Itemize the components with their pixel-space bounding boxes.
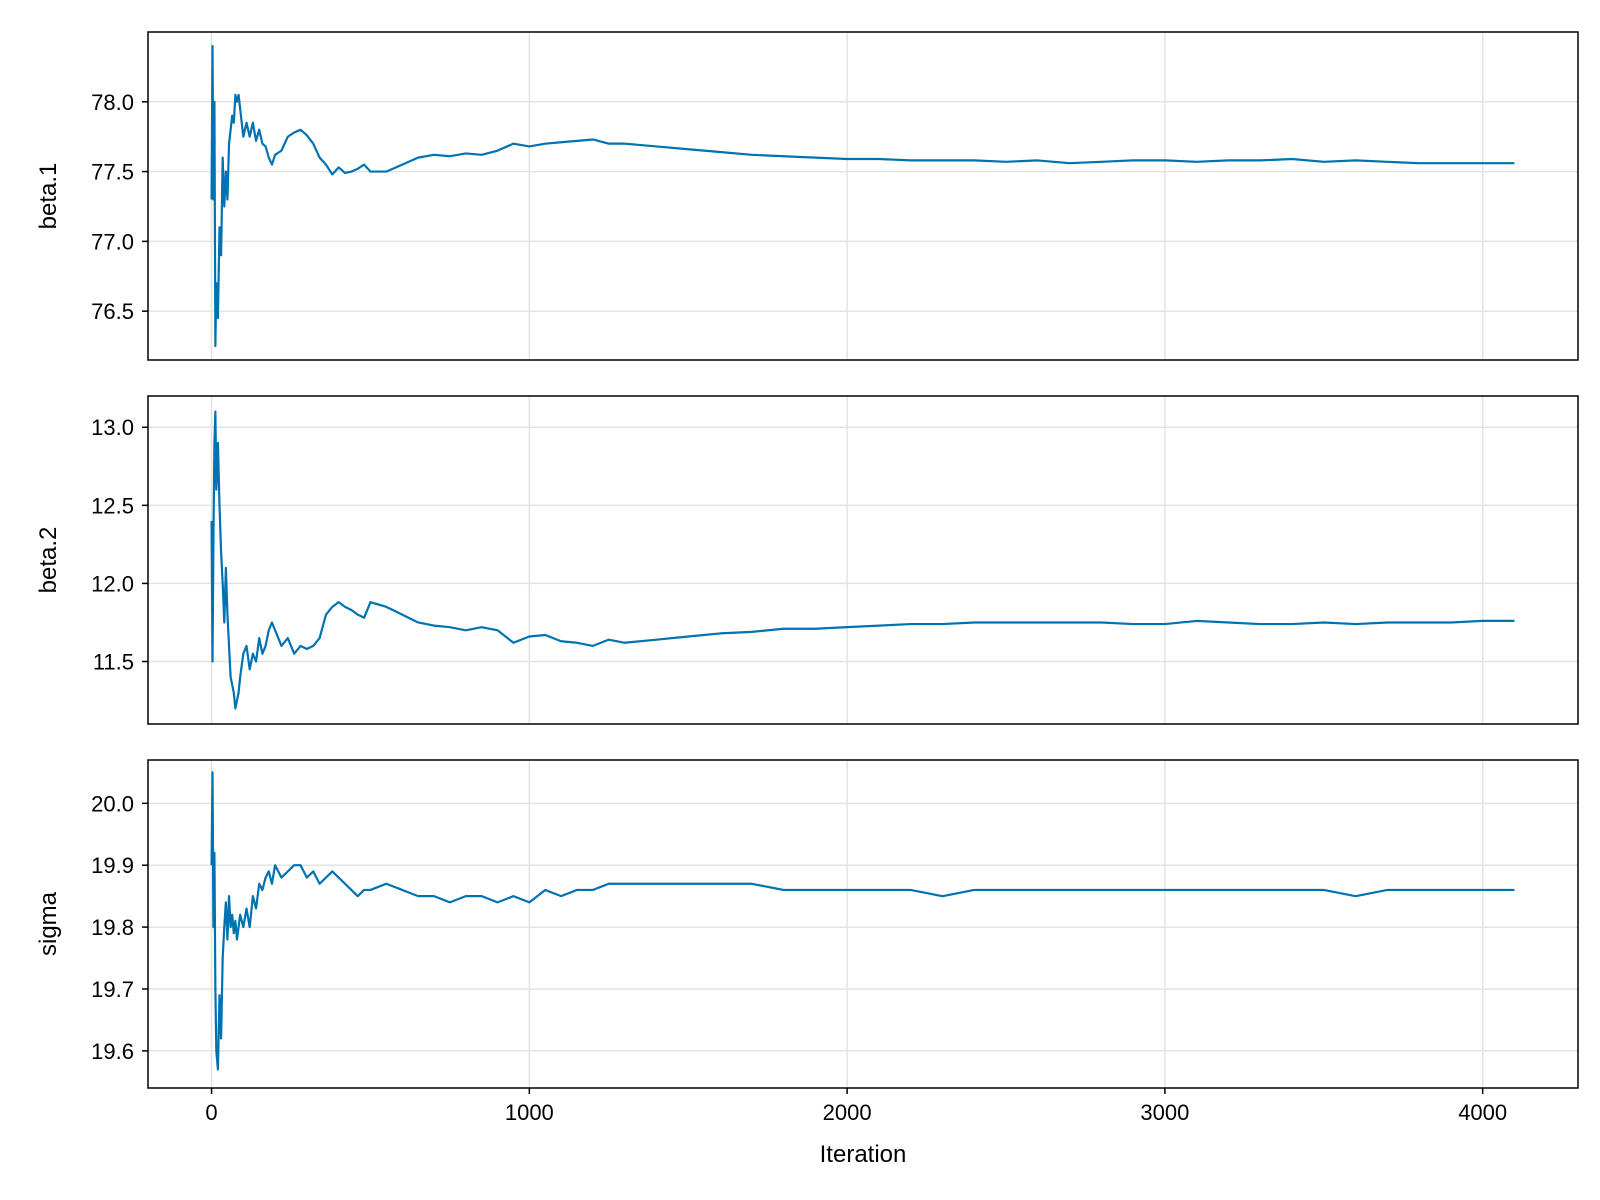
series-line: [210, 410, 1515, 710]
panel-sigma: 19.6 19.7 19.8 19.9 20.0 sigma 0 1000 2000 3000 40…: [35, 759, 1579, 1168]
x-axis-label: Iteration: [820, 1141, 907, 1168]
y-tick-label: 76.5: [91, 299, 134, 324]
y-tick-label: 19.9: [91, 853, 134, 878]
y-tick-label: 20.0: [91, 791, 134, 816]
y-tick-label: 77.0: [91, 229, 134, 254]
y-tick-label: 11.5: [93, 650, 134, 675]
y-tick-label: 19.7: [91, 977, 134, 1002]
panel-beta-1: 76.5 77.0 77.5 78.0 beta.1: [35, 31, 1579, 361]
y-tick-label: 78.0: [91, 90, 134, 115]
y-tick-label: 13.0: [91, 415, 134, 440]
x-tick-label: 3000: [1140, 1100, 1189, 1125]
y-tick-label: 77.5: [91, 160, 134, 185]
plot-frame: [147, 759, 1579, 1089]
plot-frame: [147, 31, 1579, 361]
y-tick-label: 19.6: [91, 1039, 134, 1064]
y-axis-label: sigma: [35, 891, 62, 956]
y-axis-label: beta.1: [35, 163, 62, 230]
x-tick-label: 2000: [823, 1100, 872, 1125]
y-tick-label: 12.0: [91, 571, 134, 596]
series-line: [210, 44, 1515, 348]
x-tick-label: 0: [205, 1100, 217, 1125]
y-axis-label: beta.2: [35, 527, 62, 594]
plot-frame: [147, 395, 1579, 725]
x-tick-label: 4000: [1458, 1100, 1507, 1125]
panel-beta-2: 11.5 12.0 12.5 13.0 beta.2: [35, 395, 1579, 725]
series-line: [210, 771, 1515, 1071]
x-tick-label: 1000: [505, 1100, 554, 1125]
y-tick-label: 12.5: [91, 493, 134, 518]
y-tick-label: 19.8: [91, 915, 134, 940]
